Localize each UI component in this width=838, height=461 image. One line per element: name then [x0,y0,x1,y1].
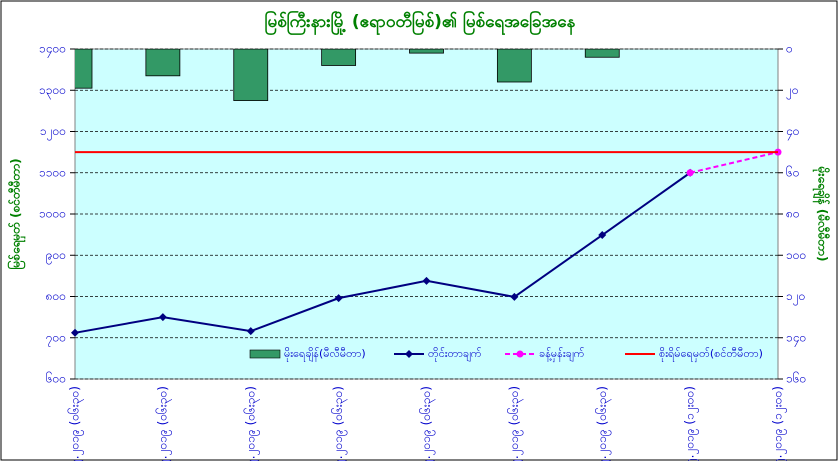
chart-title: မြစ်ကြီးနားမြို့ (ဧရာဝတီမြစ်)၏ မြစ်ရေအခြ… [265,9,576,36]
y2-tick-label: ၁၀၀ [786,248,806,262]
y2-tick-label: ၄၀ [786,124,800,141]
line [74,171,691,334]
legend-label: တိုင်းတာချက် [428,347,482,362]
legend-label: မိုးရေချိန်(မီလီမီတာ) [284,347,366,362]
legend-label: ခန့်မှန်းချက် [539,347,585,362]
marker [510,292,519,301]
bar [75,49,93,89]
line [689,151,779,174]
marker [246,327,255,336]
bar [145,49,181,77]
marker [158,313,167,322]
y2-axis-label: မိုးရေချိန် (မီလီမီတာ) [812,166,832,262]
x-tick-label: ၃၁.၅.၂၀၁၉ (၁၂း၀၀) [771,386,788,461]
marker [598,231,607,240]
y-tick-label: ၆၀၀ [46,371,66,386]
x-tick-label: ၂၇.၅.၂၀၁၉ (၀၆း၃၀) [418,386,436,461]
legend-label: စိုးရိမ်ရေမှတ်(စင်တီမီတာ) [659,347,763,362]
y2-tick-label: ၂၀ [786,83,799,100]
y2-tick-label: ၀ [786,42,793,56]
marker [71,328,79,337]
y-tick-label: ၇၀၀ [46,330,66,347]
x-tick-label: ၂၈.၅.၂၀၁၉ (၀၆း၃၀) [506,386,524,461]
legend-swatch [249,349,281,359]
legend-marker [516,350,524,358]
marker [686,169,694,177]
legend-marker [405,350,413,358]
x-tick-label: ၂၆.၅.၂၀၁၉ (၀၆း၃၀) [330,386,348,461]
x-tick-label: ၂၄.၅.၂၀၁၉ (၀၆း၃၀) [154,386,172,461]
y-tick-label: ၁၃၀၀ [39,83,66,100]
x-tick-label: ၂၅.၅.၂၀၁၉ (၀၆း၃၀) [242,386,260,461]
y-tick-label: ၁၄၀၀ [39,42,66,59]
y2-tick-label: ၆၀ [786,164,800,179]
marker [334,294,343,303]
marker [422,276,431,285]
y-tick-label: ၁၁၀၀ [39,165,66,179]
y-tick-label: ၉၀၀ [46,248,66,265]
bar [496,49,532,83]
x-tick-label: ၂၃.၅.၂၀၁၉ (၀၆း၃၀) [67,386,85,461]
bar [584,49,620,58]
y-tick-label: ၈၀၀ [46,289,66,303]
y-axis-label: မြစ်ရေမှတ် (စင်တီမီတာ) [6,158,27,269]
x-tick-label: ၂၉.၅.၂၀၁၉ (၀၆း၃၀) [594,386,612,461]
bar [409,49,444,54]
y2-tick-label: ၁၆၀ [786,371,806,386]
bar [321,49,357,66]
y-tick-label: ၁၀၀၀ [39,207,66,221]
bar [233,49,269,101]
y2-tick-label: ၁၂၀ [786,289,805,306]
x-tick-label: ၃၀.၅.၂၀၁၉ (၁၂း၀၀) [683,386,700,461]
y-tick-label: ၁၂၀၀ [40,124,66,141]
y2-tick-label: ၁၄၀ [786,330,806,347]
y2-tick-label: ၈၀ [786,207,800,221]
